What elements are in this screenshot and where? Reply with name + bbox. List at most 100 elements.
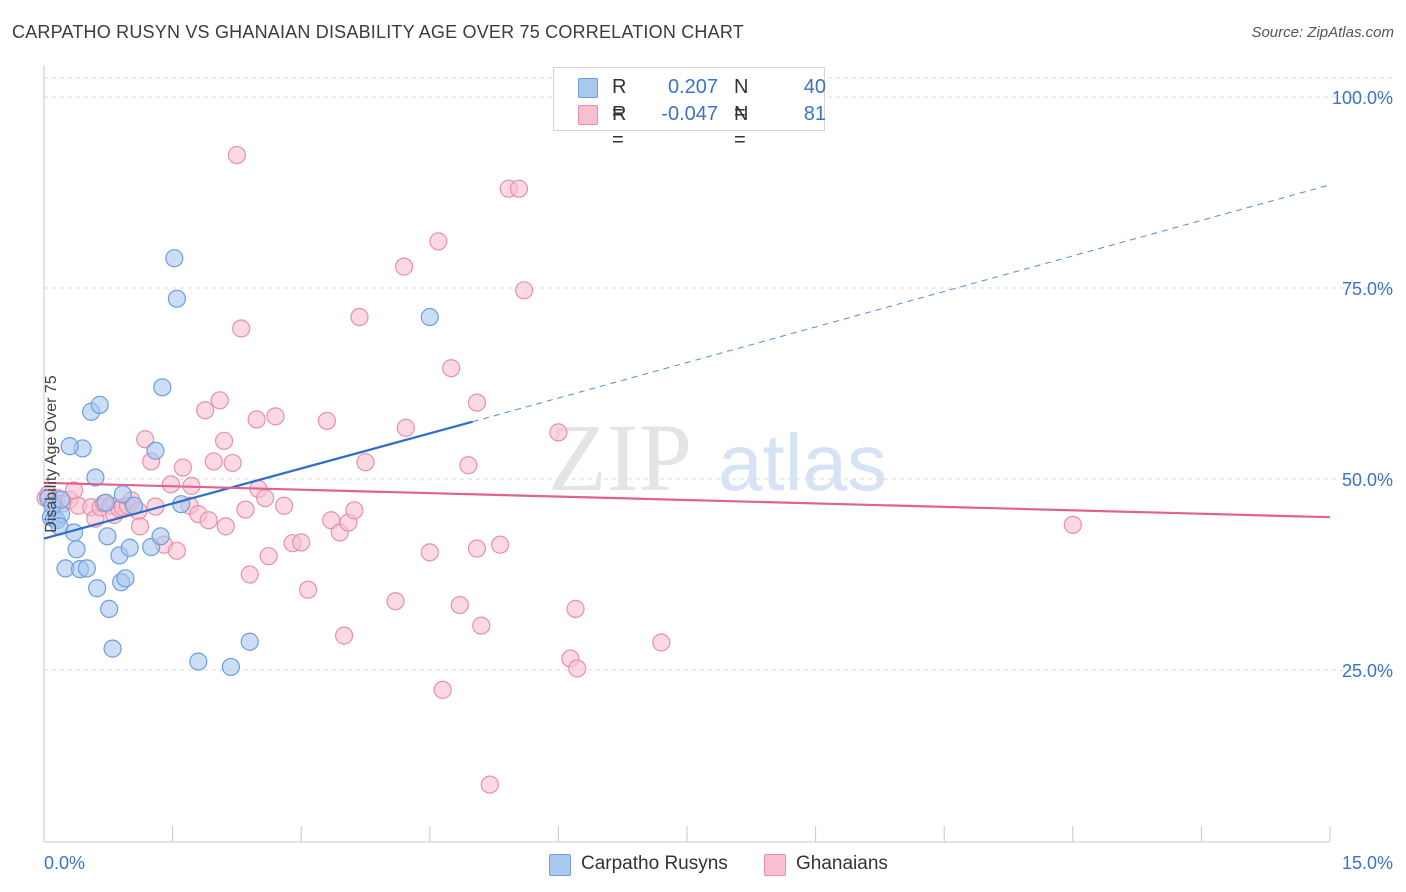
legend-n-value: 81: [803, 103, 826, 125]
legend-r-value: -0.047: [661, 103, 718, 125]
data-point: [189, 652, 208, 671]
data-point: [216, 517, 235, 536]
data-point: [130, 517, 150, 536]
x-tick-label: 0.0%: [44, 853, 85, 873]
chart-title: CARPATHO RUSYN VS GHANAIAN DISABILITY AG…: [12, 22, 744, 42]
watermark: ZIP atlas: [548, 404, 887, 511]
data-point: [98, 527, 117, 546]
legend-r-label: R =: [612, 103, 627, 151]
legend-r-label: R =: [612, 76, 627, 124]
data-point: [652, 633, 671, 652]
data-point: [491, 535, 510, 554]
legend-swatch-pink: [578, 105, 598, 125]
data-point: [1063, 515, 1082, 534]
data-point: [274, 496, 294, 515]
y-axis-label: Disability Age Over 75: [43, 375, 60, 533]
data-point: [568, 659, 587, 678]
data-point: [433, 680, 452, 699]
data-point: [509, 179, 529, 198]
carpatho-rusyns-points: [39, 249, 439, 677]
data-point: [515, 281, 534, 300]
data-point: [345, 501, 364, 520]
legend-swatch-blue: [549, 854, 571, 876]
legend-n-value: 40: [803, 76, 826, 98]
y-tick-label: 100.0%: [1332, 88, 1393, 108]
data-point: [298, 580, 318, 599]
data-point: [429, 232, 448, 251]
data-point: [472, 616, 491, 635]
source-credit: Source: ZipAtlas.com: [1251, 24, 1394, 41]
data-point: [96, 493, 115, 512]
data-point: [396, 418, 415, 437]
watermark-zip: ZIP: [548, 404, 692, 511]
legend-label-carpatho-rusyns: Carpatho Rusyns: [581, 853, 728, 874]
legend-label-ghanaians: Ghanaians: [796, 853, 888, 874]
data-point: [196, 401, 215, 420]
series-legend: Carpatho Rusyns Ghanaians: [0, 852, 1406, 878]
data-point: [67, 540, 86, 559]
data-point: [549, 423, 568, 442]
data-point: [247, 410, 266, 429]
data-point: [221, 657, 240, 677]
data-point: [60, 437, 79, 456]
data-point: [88, 579, 107, 598]
trend-line-carpatho-rusyns: [43, 420, 473, 540]
data-point: [153, 378, 172, 397]
data-point: [386, 592, 405, 611]
ghanaians-points: [36, 145, 1082, 794]
data-point: [90, 395, 109, 414]
data-point: [480, 775, 499, 794]
data-point: [232, 319, 251, 338]
data-point: [103, 639, 122, 658]
data-point: [173, 458, 192, 477]
data-point: [236, 500, 255, 519]
legend-r-value: 0.207: [667, 76, 718, 98]
tick-labels: 25.0% 50.0% 75.0% 100.0% 0.0% 15.0%: [44, 88, 1393, 873]
data-point: [467, 539, 487, 558]
data-point: [167, 289, 186, 308]
watermark-atlas: atlas: [718, 418, 887, 507]
data-point: [459, 456, 478, 475]
data-point: [334, 626, 354, 645]
data-point: [172, 495, 191, 514]
y-tick-label: 50.0%: [1342, 470, 1393, 490]
legend-n-label: N =: [734, 103, 749, 151]
data-point: [120, 538, 139, 557]
data-point: [256, 489, 275, 508]
legend-swatch-pink: [764, 854, 786, 876]
data-point: [86, 468, 105, 487]
data-point: [350, 307, 369, 327]
axis-layer: [43, 65, 1331, 843]
data-point: [204, 452, 223, 471]
data-point: [450, 595, 469, 615]
data-point: [199, 511, 218, 530]
data-point: [165, 249, 184, 268]
data-point: [240, 632, 259, 651]
data-point: [161, 475, 180, 494]
data-point: [77, 559, 96, 578]
correlation-legend: R = 0.207 N = 40 R = -0.047 N = 81: [553, 67, 826, 151]
trend-line-ghanaians: [43, 481, 1331, 519]
trend-lines: [43, 184, 1331, 540]
data-point: [214, 431, 234, 450]
data-point: [52, 490, 71, 509]
data-point: [167, 541, 186, 560]
data-point: [442, 359, 461, 378]
data-point: [420, 543, 439, 562]
data-point: [292, 533, 311, 552]
data-point: [100, 599, 119, 618]
y-tick-label: 25.0%: [1342, 661, 1393, 681]
data-point: [146, 441, 165, 460]
data-point: [116, 569, 135, 588]
x-tick-label: 15.0%: [1342, 853, 1393, 873]
data-point: [420, 307, 439, 327]
data-point: [566, 599, 585, 618]
data-point: [266, 407, 285, 426]
data-point: [467, 393, 487, 412]
y-tick-label: 75.0%: [1342, 279, 1393, 299]
data-point: [317, 411, 337, 431]
data-point: [210, 391, 229, 410]
data-point: [259, 547, 278, 566]
trend-line-extension-carpatho-rusyns: [472, 184, 1331, 423]
data-point: [151, 527, 170, 546]
